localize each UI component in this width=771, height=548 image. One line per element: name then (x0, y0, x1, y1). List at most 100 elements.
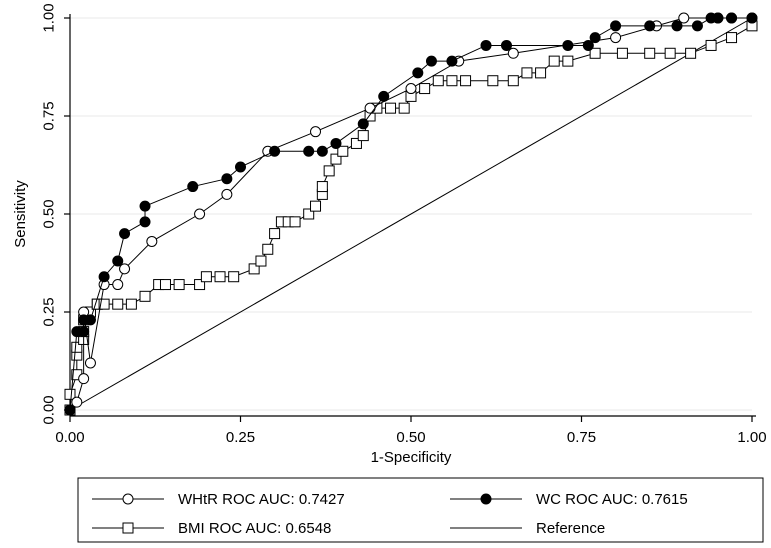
series-1-point-26 (589, 32, 601, 44)
series-0-point-10 (221, 188, 233, 200)
series-2-point-52 (562, 55, 574, 67)
y-tick-label-0: 0.00 (40, 395, 57, 424)
series-1-point-16 (330, 137, 342, 149)
series-0-point-9 (194, 208, 206, 220)
series-2-point-21 (228, 271, 240, 283)
series-2-point-17 (173, 279, 185, 291)
series-0-point-13 (364, 102, 376, 114)
series-1-point-23 (500, 39, 512, 51)
series-1-point-17 (357, 118, 369, 130)
series-0-point-19 (678, 12, 690, 24)
series-2-point-54 (616, 47, 628, 59)
legend-label-3: Reference (536, 520, 605, 537)
series-1-point-30 (691, 20, 703, 32)
x-axis-title: 1-Specificity (371, 449, 452, 466)
series-2-point-40 (385, 102, 397, 114)
axes: 0.00 0.25 0.50 0.75 1.00 0.00 0.25 0.50 0.75 1.00 (40, 3, 766, 446)
series-1-point-25 (582, 39, 594, 51)
legend-marker-0 (122, 493, 134, 505)
series-0-point-7 (119, 263, 131, 275)
series-1-point-6 (112, 255, 124, 267)
series-2-point-29 (303, 208, 315, 220)
series-1-point-20 (425, 55, 437, 67)
series-2-point-30 (310, 200, 322, 212)
y-axis-title: Sensitivity (12, 180, 29, 248)
series-2-point-37 (357, 130, 369, 142)
series-2-point-55 (644, 47, 656, 59)
series-2-point-1 (64, 388, 76, 400)
series-1-point-21 (446, 55, 458, 67)
series-2-point-20 (214, 271, 226, 283)
series-1 (64, 12, 758, 416)
series-0-point-8 (146, 235, 158, 247)
series-2-point-14 (139, 290, 151, 302)
series-2-point-53 (589, 47, 601, 59)
series-1-point-14 (303, 145, 315, 157)
series-2-point-16 (159, 279, 171, 291)
legend-item-1: WC ROC AUC: 0.7615 (450, 491, 688, 508)
series-2-point-57 (685, 47, 697, 59)
series-2-point-24 (262, 243, 274, 255)
x-tick-label-4: 1.00 (737, 429, 766, 446)
series-1-point-12 (235, 161, 246, 173)
series-2-point-59 (726, 32, 738, 44)
x-tick-label-2: 0.50 (396, 429, 425, 446)
series-1-point-8 (139, 216, 151, 228)
series-2-point-51 (548, 55, 560, 67)
series-2-point-48 (507, 75, 519, 87)
series-2-point-11 (98, 298, 110, 310)
legend-item-2: BMI ROC AUC: 0.6548 (92, 520, 331, 537)
series-2-point-23 (255, 255, 267, 267)
series-2-point-35 (337, 145, 349, 157)
series-1-point-27 (610, 20, 622, 32)
series-2-point-58 (705, 39, 717, 51)
series-2-point-28 (289, 216, 301, 228)
series-2-point-22 (248, 263, 260, 275)
series-0-point-17 (610, 32, 622, 44)
series-2-point-32 (316, 181, 328, 193)
legend-label-0: WHtR ROC AUC: 0.7427 (178, 491, 345, 508)
series-layer (64, 12, 758, 416)
series-1-point-24 (562, 39, 574, 51)
y-tick-label-4: 1.00 (40, 3, 57, 32)
legend-item-3: Reference (450, 520, 605, 537)
series-2-point-34 (330, 153, 342, 165)
series-2-point-44 (432, 75, 444, 87)
series-2-point-33 (323, 165, 335, 177)
series-1-point-2 (78, 326, 90, 338)
legend-label-2: BMI ROC AUC: 0.6548 (178, 520, 331, 537)
series-1-point-22 (480, 39, 492, 51)
series-1-point-34 (746, 12, 758, 24)
y-tick-label-1: 0.25 (40, 297, 57, 326)
x-tick-label-0: 0.00 (55, 429, 84, 446)
series-2-point-4 (71, 341, 83, 353)
series-2-point-45 (446, 75, 458, 87)
series-1-point-0 (64, 404, 76, 416)
series-3-line (69, 17, 753, 411)
series-2-point-43 (419, 83, 431, 95)
series-2-point-41 (398, 102, 410, 114)
series-0-point-2 (78, 373, 90, 385)
series-2-point-46 (460, 75, 472, 87)
series-1-point-28 (644, 20, 656, 32)
series-1-point-7 (119, 228, 131, 240)
series-2-point-18 (194, 279, 206, 291)
x-tick-label-1: 0.25 (226, 429, 255, 446)
series-0-point-12 (310, 126, 322, 138)
series-2-point-19 (200, 271, 212, 283)
series-2-point-13 (125, 298, 137, 310)
series-0-point-6 (112, 279, 124, 291)
series-1-point-10 (187, 181, 199, 193)
legend-label-1: WC ROC AUC: 0.7615 (536, 491, 688, 508)
series-1-point-32 (712, 12, 724, 24)
series-0-point-1 (71, 396, 83, 408)
series-3 (69, 17, 753, 411)
series-1-point-5 (98, 271, 110, 283)
series-1-point-4 (84, 314, 96, 326)
series-0-point-14 (405, 83, 417, 95)
legend-marker-2 (122, 522, 134, 534)
series-2-point-56 (664, 47, 676, 59)
series-2-point-25 (269, 228, 281, 240)
series-2-point-49 (521, 67, 533, 79)
